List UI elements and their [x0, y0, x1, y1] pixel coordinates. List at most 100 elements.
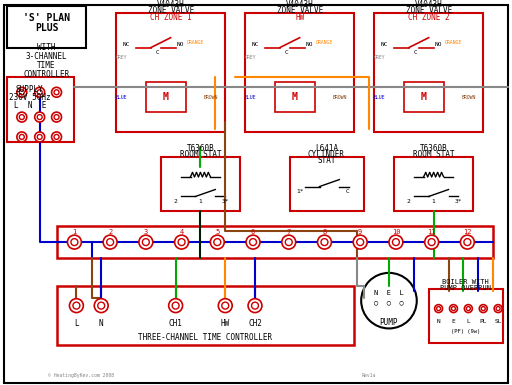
Circle shape: [37, 115, 42, 120]
Text: 230V 50Hz: 230V 50Hz: [9, 93, 51, 102]
Text: L641A: L641A: [315, 144, 338, 153]
Circle shape: [437, 306, 440, 311]
Text: V4043H: V4043H: [415, 0, 442, 10]
Circle shape: [210, 235, 224, 249]
Text: L  N  E: L N E: [13, 100, 46, 110]
Text: ZONE VALVE: ZONE VALVE: [147, 7, 194, 15]
Text: 10: 10: [392, 229, 400, 235]
Circle shape: [19, 90, 24, 95]
Circle shape: [68, 235, 81, 249]
Circle shape: [357, 239, 364, 246]
Text: NC: NC: [380, 42, 388, 47]
Circle shape: [52, 112, 61, 122]
Circle shape: [353, 235, 367, 249]
Circle shape: [435, 305, 442, 313]
Circle shape: [98, 302, 104, 309]
Circle shape: [222, 302, 229, 309]
Text: V4043H: V4043H: [286, 0, 313, 10]
Text: 1*: 1*: [296, 189, 304, 194]
Text: 9: 9: [358, 229, 362, 235]
Text: NO: NO: [177, 42, 184, 47]
Text: L: L: [466, 319, 470, 324]
Circle shape: [285, 239, 292, 246]
Text: TIME: TIME: [37, 61, 56, 70]
Circle shape: [389, 235, 403, 249]
Circle shape: [321, 239, 328, 246]
Circle shape: [172, 302, 179, 309]
Text: 7: 7: [287, 229, 291, 235]
Text: 4: 4: [179, 229, 184, 235]
Circle shape: [94, 299, 108, 313]
Text: (PF) (9w): (PF) (9w): [451, 329, 480, 334]
Text: CH2: CH2: [248, 319, 262, 328]
Circle shape: [428, 239, 435, 246]
Text: 3-CHANNEL: 3-CHANNEL: [26, 52, 68, 61]
Text: ZONE VALVE: ZONE VALVE: [276, 7, 323, 15]
Text: T6360B: T6360B: [186, 144, 215, 153]
Circle shape: [35, 112, 45, 122]
Circle shape: [464, 305, 473, 313]
Text: © HeatingByKev.com 2008: © HeatingByKev.com 2008: [48, 373, 114, 378]
Circle shape: [54, 90, 59, 95]
Text: M: M: [292, 92, 297, 102]
Circle shape: [464, 239, 471, 246]
Circle shape: [361, 273, 417, 328]
Text: V4043H: V4043H: [157, 0, 184, 10]
Circle shape: [103, 235, 117, 249]
Circle shape: [248, 299, 262, 313]
Text: N: N: [437, 319, 440, 324]
Text: NO: NO: [435, 42, 442, 47]
Circle shape: [70, 299, 83, 313]
Text: ○  ○  ○: ○ ○ ○: [374, 300, 404, 306]
Text: NO: NO: [306, 42, 313, 47]
Text: E: E: [452, 319, 455, 324]
Circle shape: [392, 239, 399, 246]
Circle shape: [19, 134, 24, 139]
Text: THREE-CHANNEL TIME CONTROLLER: THREE-CHANNEL TIME CONTROLLER: [138, 333, 272, 342]
Text: BLUE: BLUE: [115, 95, 127, 100]
Circle shape: [52, 87, 61, 97]
Circle shape: [73, 302, 80, 309]
Circle shape: [214, 239, 221, 246]
Text: N  E  L: N E L: [374, 290, 404, 296]
Circle shape: [481, 306, 485, 311]
Text: HW: HW: [295, 13, 304, 22]
Circle shape: [139, 235, 153, 249]
Circle shape: [71, 239, 78, 246]
Circle shape: [246, 235, 260, 249]
Text: CH ZONE 2: CH ZONE 2: [408, 13, 450, 22]
Text: C: C: [285, 50, 289, 55]
Circle shape: [52, 132, 61, 142]
Text: C: C: [414, 50, 418, 55]
Circle shape: [17, 112, 27, 122]
Text: 1: 1: [72, 229, 76, 235]
Text: SUPPLY: SUPPLY: [16, 85, 44, 94]
Text: BROWN: BROWN: [203, 95, 218, 100]
Circle shape: [317, 235, 331, 249]
Circle shape: [178, 239, 185, 246]
Text: 11: 11: [428, 229, 436, 235]
Text: 1: 1: [199, 199, 202, 204]
Circle shape: [496, 306, 500, 311]
Text: ORANGE: ORANGE: [445, 40, 462, 45]
Text: GREY: GREY: [115, 55, 127, 60]
Circle shape: [450, 305, 457, 313]
Text: ZONE VALVE: ZONE VALVE: [406, 7, 452, 15]
Text: M: M: [163, 92, 168, 102]
Text: C: C: [346, 189, 349, 194]
Circle shape: [466, 306, 471, 311]
Text: M: M: [421, 92, 426, 102]
Text: 3: 3: [144, 229, 148, 235]
Circle shape: [479, 305, 487, 313]
Text: ORANGE: ORANGE: [187, 40, 204, 45]
Circle shape: [54, 134, 59, 139]
Text: PUMP OVERRUN: PUMP OVERRUN: [440, 285, 491, 291]
Text: CYLINDER: CYLINDER: [308, 150, 345, 159]
Circle shape: [35, 132, 45, 142]
Text: HW: HW: [221, 319, 230, 328]
Text: 2: 2: [407, 199, 411, 204]
Text: PL: PL: [480, 319, 487, 324]
Circle shape: [424, 235, 439, 249]
Circle shape: [218, 299, 232, 313]
Circle shape: [37, 134, 42, 139]
